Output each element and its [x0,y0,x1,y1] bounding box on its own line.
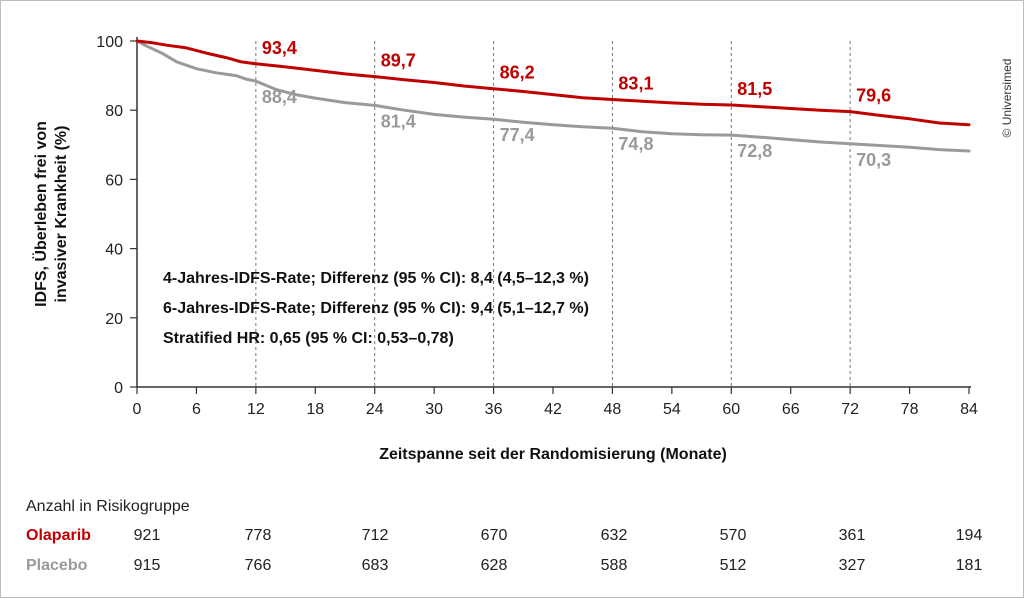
risk-value-placebo: 181 [956,557,983,574]
x-tick-label: 54 [663,401,681,418]
placebo-label-24: 81,4 [381,111,416,131]
x-tick-label: 78 [901,401,919,418]
x-tick-label: 0 [133,401,142,418]
x-tick-label: 72 [841,401,859,418]
risk-value-olaparib: 921 [134,527,161,544]
risk-value-olaparib: 570 [720,527,747,544]
risk-value-olaparib: 778 [245,527,272,544]
risk-value-placebo: 766 [245,557,272,574]
stat-6yr: 6-Jahres-IDFS-Rate; Differenz (95 % CI):… [163,300,589,317]
risk-value-olaparib: 670 [481,527,508,544]
x-tick-label: 12 [247,401,265,418]
x-tick-label: 42 [544,401,562,418]
placebo-curve [135,39,971,153]
risk-values: 921 778 712 670 632 570 361 194 915 766 683 628 588 5… [134,527,983,574]
series-lines [135,39,971,153]
placebo-label-72: 70,3 [856,150,891,170]
x-axis-title: Zeitspanne seit der Randomisierung (Mona… [379,446,727,463]
risk-value-placebo: 915 [134,557,161,574]
x-tick-label: 84 [960,401,978,418]
copyright-label: © Universimed [1000,59,1014,138]
y-axis-title: IDFS, Überleben frei von invasiver Krank… [31,121,70,307]
risk-value-olaparib: 361 [839,527,866,544]
risk-value-placebo: 588 [601,557,628,574]
placebo-label-48: 74,8 [618,134,653,154]
olaparib-label-48: 83,1 [618,73,653,93]
risk-row-label-placebo: Placebo [26,557,88,574]
risk-value-olaparib: 632 [601,527,628,544]
y-tick-label: 80 [105,103,123,120]
risk-table-title: Anzahl in Risikogruppe [26,498,190,515]
risk-row-label-olaparib: Olaparib [26,527,91,544]
x-tick-label: 36 [485,401,503,418]
y-axis-title-line-1: IDFS, Überleben frei von [31,121,50,307]
y-tick-label: 100 [96,34,123,51]
risk-value-placebo: 327 [839,557,866,574]
risk-value-placebo: 512 [720,557,747,574]
x-tick-label: 24 [366,401,384,418]
stat-4yr: 4-Jahres-IDFS-Rate; Differenz (95 % CI):… [163,270,589,287]
x-tick-label: 60 [722,401,740,418]
olaparib-label-12: 93,4 [262,38,297,58]
x-tick-label: 30 [425,401,443,418]
risk-value-placebo: 628 [481,557,508,574]
y-tick-label: 40 [105,242,123,259]
x-tick-label: 48 [604,401,622,418]
y-tick-label: 20 [105,311,123,328]
axes [136,37,971,388]
x-axis-ticks: 0 6 12 18 24 30 36 42 48 54 60 66 72 78 84 [133,387,978,418]
statistics-box: 4-Jahres-IDFS-Rate; Differenz (95 % CI):… [163,270,589,347]
risk-value-placebo: 683 [362,557,389,574]
x-tick-label: 18 [306,401,324,418]
x-tick-label: 6 [192,401,201,418]
olaparib-curve [135,39,971,127]
risk-value-olaparib: 194 [956,527,983,544]
risk-table: Anzahl in Risikogruppe Olaparib Placebo … [26,498,982,574]
y-tick-label: 60 [105,172,123,189]
olaparib-label-36: 86,2 [500,63,535,83]
risk-value-olaparib: 712 [362,527,389,544]
y-axis-ticks: 0 20 40 60 80 100 [96,34,137,397]
olaparib-label-72: 79,6 [856,86,891,106]
placebo-label-36: 77,4 [500,125,535,145]
y-axis-title-line-2: invasiver Krankheit (%) [53,126,70,303]
placebo-label-60: 72,8 [737,141,772,161]
reference-lines [255,41,851,387]
olaparib-label-24: 89,7 [381,51,416,71]
olaparib-label-60: 81,5 [737,79,772,99]
x-tick-label: 66 [782,401,800,418]
placebo-label-12: 88,4 [262,87,297,107]
data-labels: 93,4 89,7 86,2 83,1 81,5 79,6 88,4 81,4 77,4 74,8… [262,38,891,170]
y-tick-label: 0 [114,380,123,397]
stat-hr: Stratified HR: 0,65 (95 % CI: 0,53–0,78) [163,330,454,347]
